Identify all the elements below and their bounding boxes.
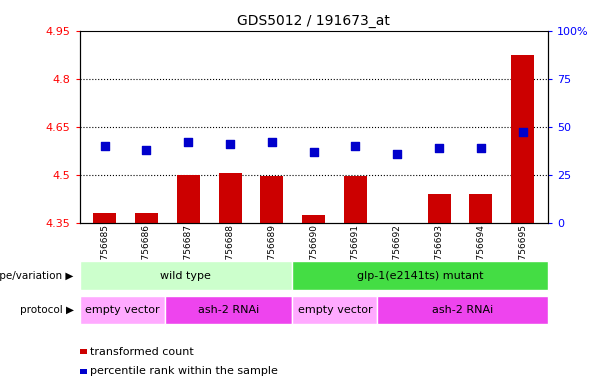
Text: empty vector: empty vector	[85, 305, 160, 315]
Text: genotype/variation ▶: genotype/variation ▶	[0, 270, 74, 281]
Bar	[302, 215, 325, 223]
Text: ash-2 RNAi: ash-2 RNAi	[198, 305, 259, 315]
Point	[309, 149, 319, 155]
Bar	[80, 261, 292, 290]
Point	[226, 141, 235, 147]
Point	[434, 145, 444, 151]
Bar	[93, 213, 116, 223]
Bar	[378, 296, 548, 324]
Bar	[511, 55, 534, 223]
Point	[267, 139, 277, 145]
Bar	[80, 296, 165, 324]
Bar	[165, 296, 292, 324]
Point	[100, 143, 110, 149]
Bar	[292, 296, 378, 324]
Text: wild type: wild type	[160, 270, 211, 281]
Text: transformed count: transformed count	[90, 347, 194, 357]
Text: protocol ▶: protocol ▶	[19, 305, 74, 315]
Bar	[344, 176, 367, 223]
Text: ash-2 RNAi: ash-2 RNAi	[432, 305, 493, 315]
Bar	[135, 213, 158, 223]
Title: GDS5012 / 191673_at: GDS5012 / 191673_at	[237, 14, 390, 28]
Bar	[219, 173, 241, 223]
Point	[518, 129, 527, 136]
Bar	[80, 369, 87, 374]
Text: empty vector: empty vector	[297, 305, 372, 315]
Bar	[260, 176, 283, 223]
Text: glp-1(e2141ts) mutant: glp-1(e2141ts) mutant	[357, 270, 484, 281]
Bar	[386, 223, 409, 224]
Point	[184, 139, 193, 145]
Text: percentile rank within the sample: percentile rank within the sample	[90, 366, 278, 376]
Point	[392, 151, 402, 157]
Point	[476, 145, 485, 151]
Point	[350, 143, 360, 149]
Bar	[428, 194, 451, 223]
Point	[142, 147, 151, 153]
Bar	[469, 194, 492, 223]
Bar	[80, 349, 87, 354]
Bar	[177, 175, 200, 223]
Bar	[292, 261, 548, 290]
